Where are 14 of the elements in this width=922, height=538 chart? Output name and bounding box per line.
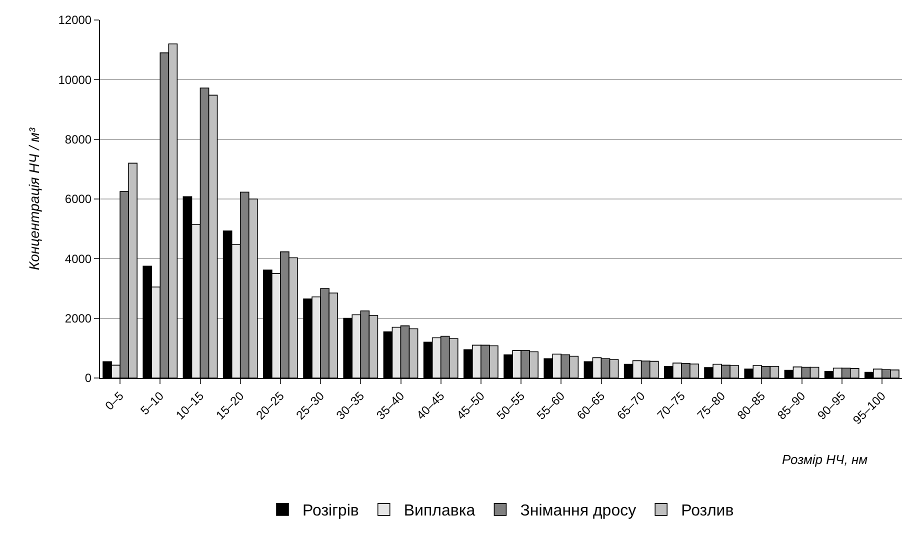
y-tick-label: 8000: [64, 132, 92, 147]
y-tick-label: 10000: [58, 72, 92, 87]
y-axis-title: Концентрація НЧ / м³: [26, 128, 42, 270]
x-axis-title: Розмір НЧ, нм: [782, 452, 868, 467]
y-tick-label: 6000: [64, 192, 92, 206]
legend-label: Знімання дросу: [520, 502, 636, 520]
y-tick-label: 2000: [64, 312, 92, 326]
legend-label: Виплавка: [404, 502, 476, 520]
x-tick-label: 0–5: [102, 388, 127, 413]
legend-label: Розігрів: [302, 502, 359, 520]
legend-label: Розлив: [681, 502, 734, 520]
y-tick-label: 0: [84, 371, 92, 386]
y-tick-label: 4000: [64, 252, 92, 266]
y-tick-label: 12000: [58, 13, 92, 28]
